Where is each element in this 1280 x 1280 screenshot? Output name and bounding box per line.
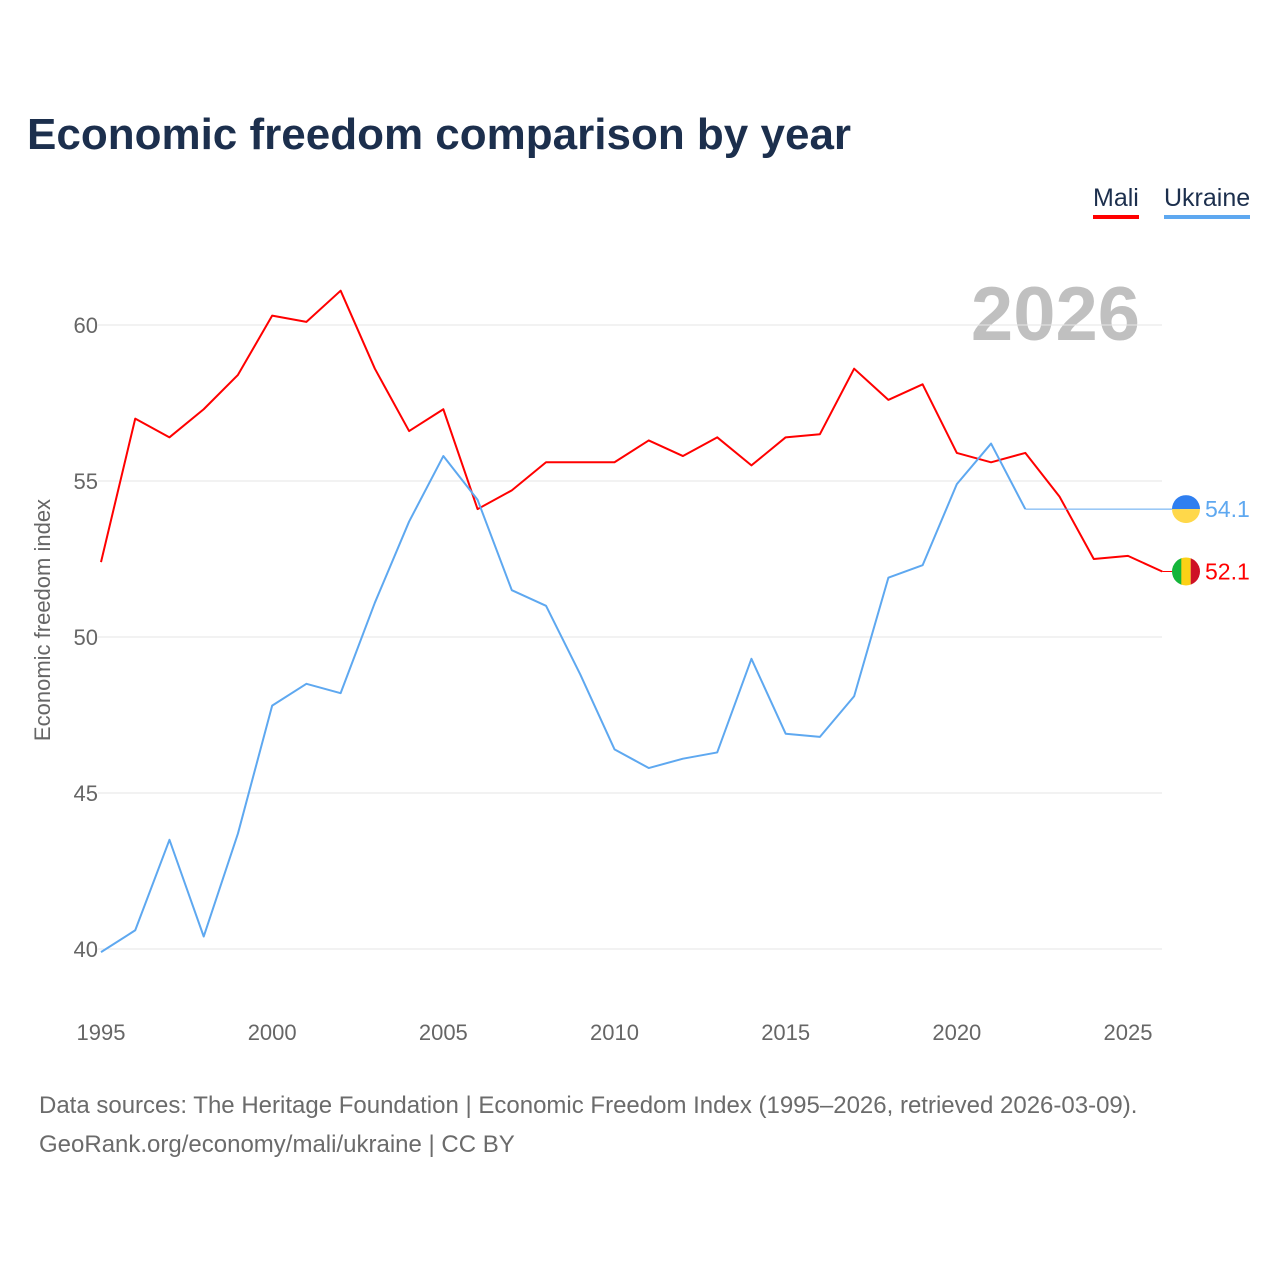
y-tick-label: 50 — [74, 625, 98, 650]
x-tick-label: 2000 — [248, 1020, 297, 1045]
flag-ukraine-icon — [1172, 495, 1200, 524]
legend-mali[interactable]: Mali — [1093, 184, 1139, 219]
footer: Data sources: The Heritage Foundation | … — [39, 1086, 1137, 1164]
end-label-ukraine: 54.1 — [1205, 496, 1250, 522]
series-line-ukraine — [100, 442, 1027, 953]
x-tick-label: 2010 — [590, 1020, 639, 1045]
y-tick-label: 40 — [74, 937, 98, 962]
y-tick-label: 60 — [74, 313, 98, 338]
footer-sources: Data sources: The Heritage Foundation | … — [39, 1092, 1138, 1119]
y-axis-label: Economic freedom index — [30, 499, 55, 741]
chart-title: Economic freedom comparison by year — [27, 110, 852, 159]
x-tick-label: 2020 — [932, 1020, 981, 1045]
footer-link[interactable]: GeoRank.org/economy/mali/ukraine | CC BY — [39, 1131, 515, 1158]
flag-mali-icon — [1172, 557, 1200, 586]
x-tick-label: 2005 — [419, 1020, 468, 1045]
end-label-mali: 52.1 — [1205, 558, 1250, 584]
y-tick-label: 55 — [74, 469, 98, 494]
x-tick-label: 1995 — [77, 1020, 126, 1045]
series-line-mali — [100, 289, 1163, 573]
x-tick-label: 2025 — [1104, 1020, 1153, 1045]
x-tick-label: 2015 — [761, 1020, 810, 1045]
year-watermark: 2026 — [971, 272, 1140, 357]
legend-ukraine[interactable]: Ukraine — [1164, 184, 1251, 219]
y-tick-label: 45 — [74, 781, 98, 806]
